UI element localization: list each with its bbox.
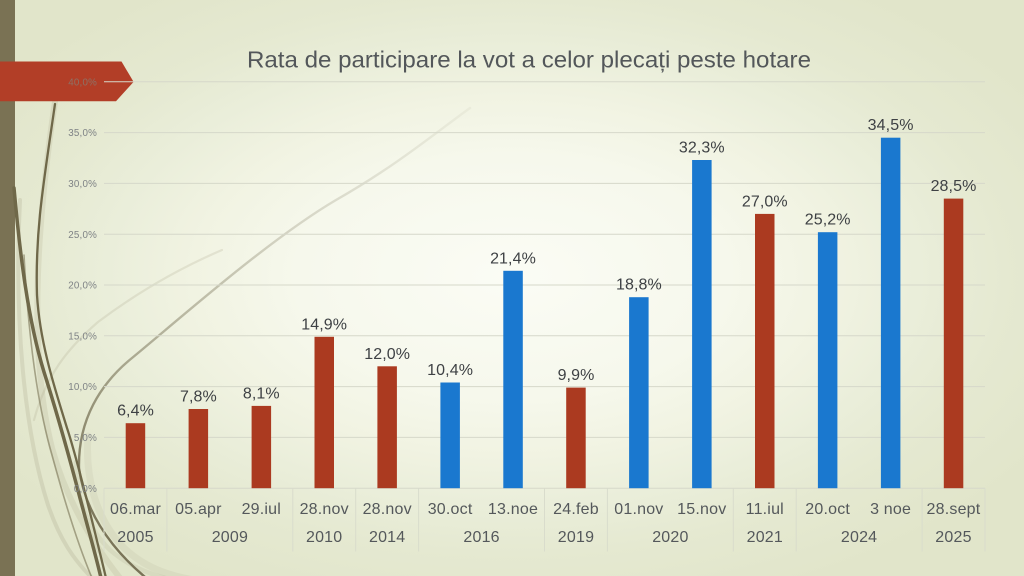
- svg-text:32,3%: 32,3%: [679, 140, 725, 157]
- svg-text:30.oct: 30.oct: [428, 501, 473, 518]
- svg-text:10,4%: 10,4%: [427, 362, 473, 379]
- svg-text:18,8%: 18,8%: [616, 277, 662, 294]
- svg-text:15,0%: 15,0%: [68, 331, 97, 342]
- svg-text:25,0%: 25,0%: [68, 230, 97, 241]
- svg-text:34,5%: 34,5%: [868, 117, 914, 134]
- svg-text:21,4%: 21,4%: [490, 250, 536, 267]
- svg-text:2021: 2021: [747, 529, 783, 546]
- svg-text:35,0%: 35,0%: [68, 128, 97, 139]
- svg-text:10,0%: 10,0%: [68, 382, 97, 393]
- svg-text:40,0%: 40,0%: [68, 77, 97, 88]
- svg-text:28,5%: 28,5%: [931, 178, 977, 195]
- svg-text:6,4%: 6,4%: [117, 403, 154, 420]
- svg-text:2005: 2005: [117, 529, 153, 546]
- svg-text:28.nov: 28.nov: [363, 501, 412, 518]
- svg-text:05.apr: 05.apr: [175, 501, 222, 518]
- svg-text:2024: 2024: [841, 529, 877, 546]
- svg-text:2020: 2020: [652, 529, 688, 546]
- svg-text:5,0%: 5,0%: [74, 433, 97, 444]
- svg-text:3 noe: 3 noe: [870, 501, 911, 518]
- svg-text:2009: 2009: [212, 529, 248, 546]
- svg-text:12,0%: 12,0%: [364, 346, 410, 363]
- svg-text:15.nov: 15.nov: [677, 501, 726, 518]
- svg-text:2019: 2019: [558, 529, 594, 546]
- svg-text:7,8%: 7,8%: [180, 389, 217, 406]
- svg-text:30,0%: 30,0%: [68, 179, 97, 190]
- svg-text:01.nov: 01.nov: [614, 501, 663, 518]
- svg-text:24.feb: 24.feb: [553, 501, 599, 518]
- svg-text:2016: 2016: [463, 529, 499, 546]
- svg-text:14,9%: 14,9%: [301, 316, 347, 333]
- svg-text:20,0%: 20,0%: [68, 281, 97, 292]
- svg-text:25,2%: 25,2%: [805, 212, 851, 229]
- svg-text:0,0%: 0,0%: [74, 484, 97, 495]
- svg-text:Rata de participare la vot a c: Rata de participare la vot a celor pleca…: [247, 47, 811, 73]
- svg-text:13.noe: 13.noe: [488, 501, 538, 518]
- svg-text:27,0%: 27,0%: [742, 193, 788, 210]
- svg-text:8,1%: 8,1%: [243, 385, 280, 402]
- svg-text:29.iul: 29.iul: [242, 501, 281, 518]
- svg-text:2025: 2025: [935, 529, 971, 546]
- svg-text:28.sept: 28.sept: [927, 501, 981, 518]
- svg-text:2014: 2014: [369, 529, 405, 546]
- svg-text:9,9%: 9,9%: [558, 367, 595, 384]
- svg-text:11.iul: 11.iul: [746, 501, 784, 518]
- svg-text:06.mar: 06.mar: [110, 501, 161, 518]
- svg-text:28.nov: 28.nov: [300, 501, 349, 518]
- svg-text:20.oct: 20.oct: [805, 501, 850, 518]
- svg-text:2010: 2010: [306, 529, 342, 546]
